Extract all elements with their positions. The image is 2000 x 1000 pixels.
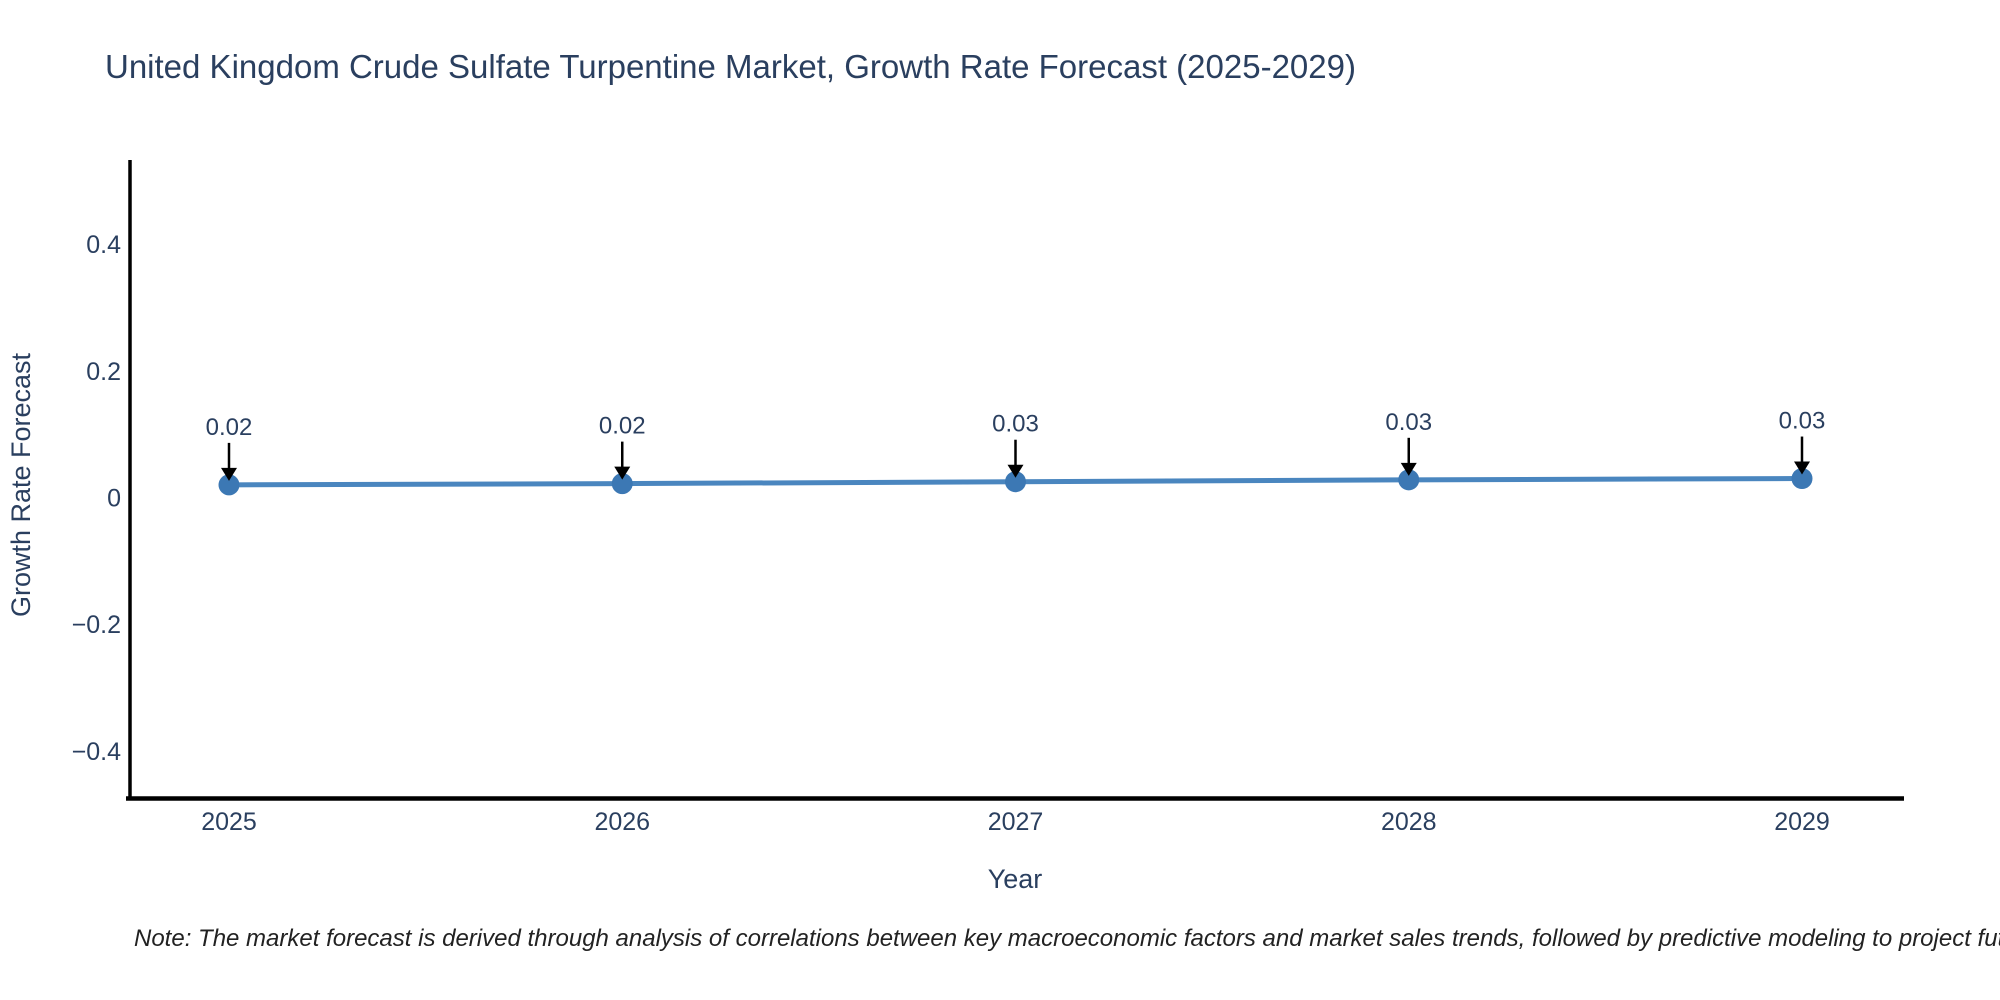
point-annotation-label: 0.03 [1385,409,1432,436]
annotations-group: 0.02 0.02 0.03 0.03 0.03 [206,408,1826,481]
annotation-arrowhead [221,467,237,481]
y-tick-label: 0.4 [86,231,121,259]
y-axis-ticks: 0.4 0.2 0 −0.2 −0.4 [72,231,121,766]
y-tick-label: −0.2 [72,611,121,639]
annotation-arrowhead [614,466,631,480]
chart-title: United Kingdom Crude Sulfate Turpentine … [105,48,1356,85]
y-tick-label: 0 [107,485,121,513]
data-point-marker[interactable] [611,473,633,495]
data-point-marker[interactable] [1398,469,1420,491]
footnote: Note: The market forecast is derived thr… [134,925,2000,952]
x-tick-label: 2025 [201,808,257,836]
annotation-arrowhead [1400,462,1417,476]
x-tick-label: 2028 [1381,808,1437,836]
point-annotation-label: 0.02 [206,414,253,441]
x-axis-ticks: 2025 2026 2027 2028 2029 [201,808,1830,836]
point-annotation-label: 0.03 [992,411,1039,438]
data-point-marker[interactable] [218,474,240,496]
annotation-arrowhead [1794,461,1810,475]
series-group [218,468,1813,496]
x-axis-title: Year [988,864,1043,894]
y-axis-title: Growth Rate Forecast [6,352,36,617]
x-tick-label: 2029 [1774,808,1830,836]
y-tick-label: −0.4 [72,738,121,766]
data-point-marker[interactable] [1791,468,1813,490]
x-tick-label: 2027 [988,808,1044,836]
annotation-arrowhead [1007,464,1024,478]
data-point-marker[interactable] [1005,471,1026,493]
point-annotation-label: 0.02 [599,413,646,440]
point-annotation-label: 0.03 [1779,408,1826,435]
y-tick-label: 0.2 [86,358,121,386]
x-tick-label: 2026 [594,808,650,836]
